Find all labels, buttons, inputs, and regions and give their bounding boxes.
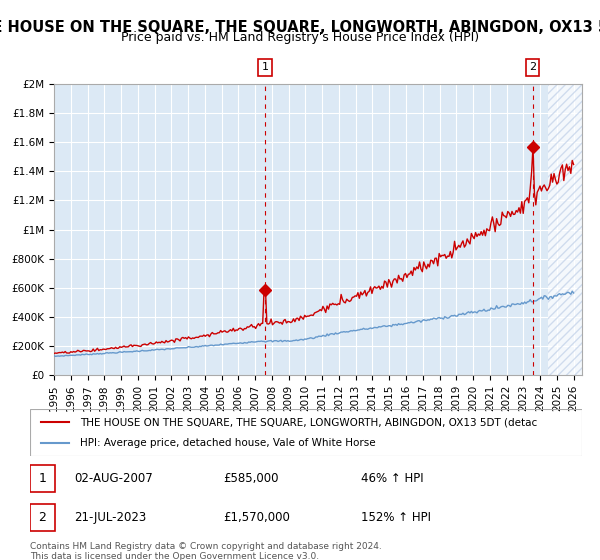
Text: 46% ↑ HPI: 46% ↑ HPI bbox=[361, 472, 424, 485]
Text: 21-JUL-2023: 21-JUL-2023 bbox=[74, 511, 146, 524]
Text: 1: 1 bbox=[262, 62, 268, 72]
Text: THE HOUSE ON THE SQUARE, THE SQUARE, LONGWORTH, ABINGDON, OX13 5DT: THE HOUSE ON THE SQUARE, THE SQUARE, LON… bbox=[0, 20, 600, 35]
Text: HPI: Average price, detached house, Vale of White Horse: HPI: Average price, detached house, Vale… bbox=[80, 438, 376, 448]
Text: 1: 1 bbox=[38, 472, 46, 485]
FancyBboxPatch shape bbox=[30, 465, 55, 492]
Text: THE HOUSE ON THE SQUARE, THE SQUARE, LONGWORTH, ABINGDON, OX13 5DT (detac: THE HOUSE ON THE SQUARE, THE SQUARE, LON… bbox=[80, 417, 537, 427]
Text: Contains HM Land Registry data © Crown copyright and database right 2024.
This d: Contains HM Land Registry data © Crown c… bbox=[30, 542, 382, 560]
Text: Price paid vs. HM Land Registry's House Price Index (HPI): Price paid vs. HM Land Registry's House … bbox=[121, 31, 479, 44]
FancyBboxPatch shape bbox=[30, 504, 55, 531]
Text: 152% ↑ HPI: 152% ↑ HPI bbox=[361, 511, 431, 524]
Text: £585,000: £585,000 bbox=[223, 472, 278, 485]
Text: 2: 2 bbox=[38, 511, 46, 524]
Text: £1,570,000: £1,570,000 bbox=[223, 511, 290, 524]
Text: 2: 2 bbox=[529, 62, 536, 72]
Text: 02-AUG-2007: 02-AUG-2007 bbox=[74, 472, 153, 485]
